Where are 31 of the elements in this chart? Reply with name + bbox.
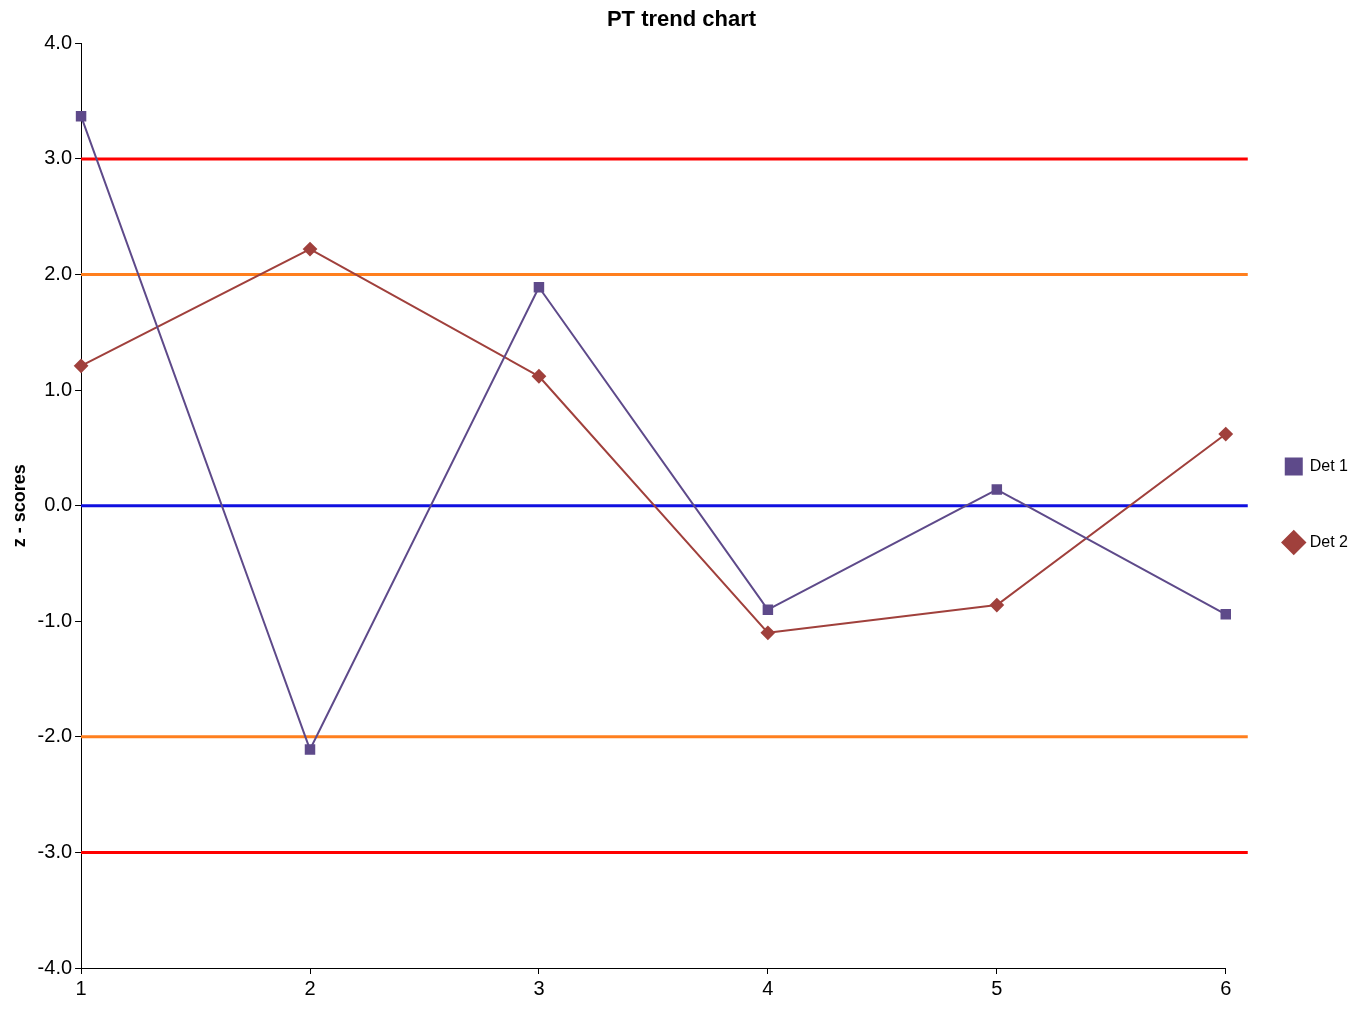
point (531, 369, 546, 384)
y-axis-title: z - scores (8, 464, 29, 548)
x-tick-label: 6 (1220, 976, 1232, 999)
y-tick-label: 4.0 (44, 30, 73, 53)
y-tick-label: 0.0 (44, 493, 73, 516)
point (75, 110, 87, 122)
x-tick-label: 4 (762, 976, 774, 999)
y-tick-label: 1.0 (44, 377, 73, 400)
legend-label: Det 2 (1309, 532, 1349, 550)
point (991, 484, 1003, 495)
y-tick-label: 3.0 (44, 146, 73, 169)
point (760, 625, 775, 640)
chart-title: PT trend chart (606, 6, 757, 32)
x-tick-label: 3 (533, 976, 545, 999)
y-tick-label: -2.0 (37, 724, 73, 747)
point (762, 604, 774, 615)
point (304, 744, 316, 755)
legend-label: Det 1 (1309, 456, 1349, 474)
y-tick-label: -3.0 (37, 839, 73, 862)
y-tick-label: 2.0 (44, 262, 73, 285)
x-tick-label: 2 (304, 976, 316, 999)
y-tick-label: -1.0 (37, 608, 73, 631)
point (989, 598, 1004, 613)
point (303, 242, 317, 257)
point (1220, 609, 1231, 620)
point (533, 282, 545, 293)
x-tick-label: 1 (75, 976, 87, 999)
point (1218, 427, 1233, 442)
x-tick-label: 5 (991, 976, 1003, 999)
point (74, 358, 89, 373)
y-tick-label: -4.0 (37, 955, 73, 978)
